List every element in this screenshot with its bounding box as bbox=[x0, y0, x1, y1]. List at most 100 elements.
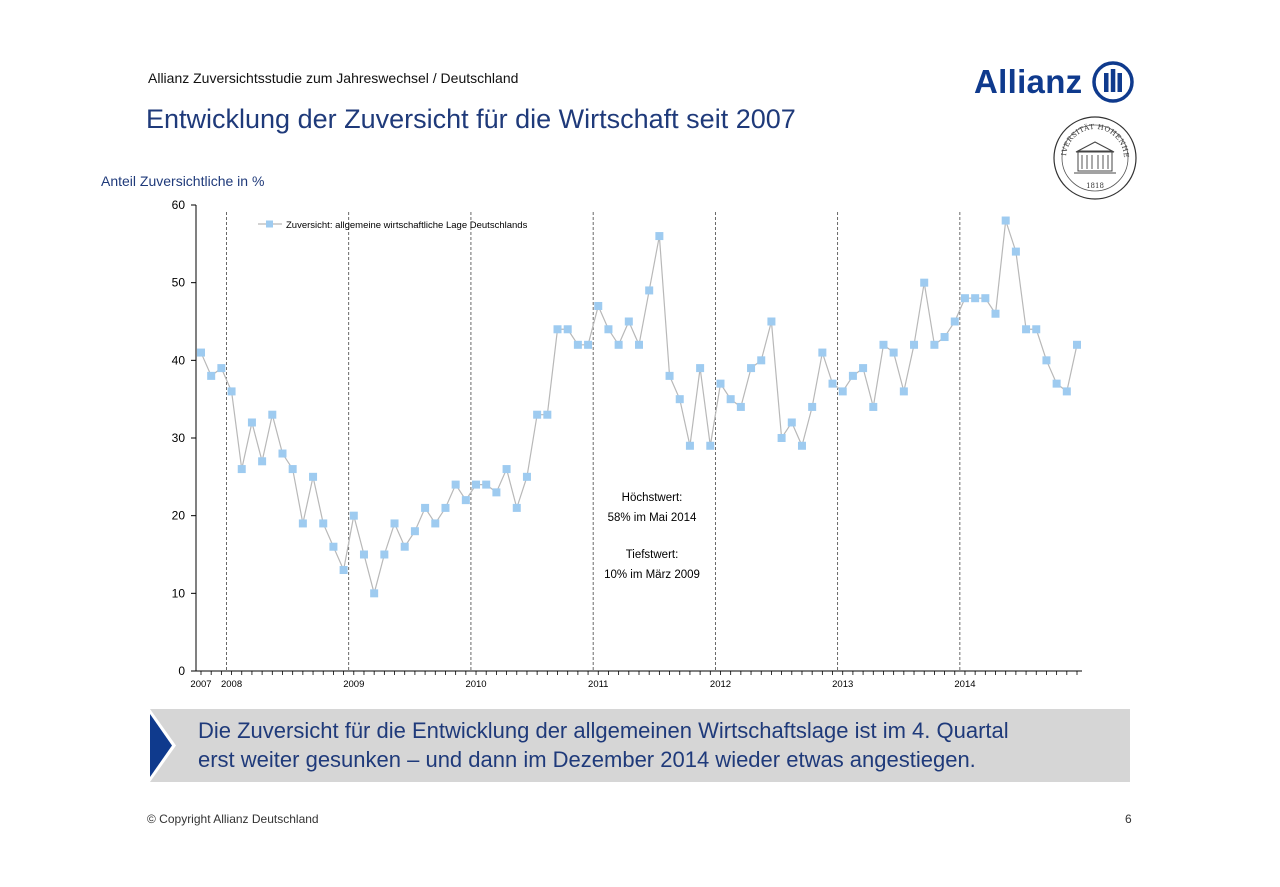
data-point bbox=[247, 418, 256, 427]
data-point bbox=[1052, 379, 1061, 388]
data-point bbox=[319, 519, 328, 528]
data-point bbox=[971, 294, 980, 303]
data-point bbox=[757, 356, 766, 365]
data-point bbox=[472, 480, 481, 489]
data-point bbox=[696, 364, 705, 373]
slide-title: Entwicklung der Zuversicht für die Wirts… bbox=[146, 104, 796, 134]
data-point bbox=[1011, 247, 1020, 256]
data-point bbox=[655, 232, 664, 241]
data-point bbox=[685, 441, 694, 450]
data-point bbox=[573, 340, 582, 349]
data-point bbox=[716, 379, 725, 388]
data-point bbox=[950, 317, 959, 326]
data-point bbox=[838, 387, 847, 396]
presentation-subtitle: Allianz Zuversichtsstudie zum Jahreswech… bbox=[148, 70, 519, 86]
data-point bbox=[920, 278, 929, 287]
data-point bbox=[584, 340, 593, 349]
data-point bbox=[533, 410, 542, 419]
data-point bbox=[309, 472, 318, 481]
y-tick-label: 50 bbox=[172, 276, 186, 290]
data-point bbox=[645, 286, 654, 295]
data-point bbox=[910, 340, 919, 349]
data-point bbox=[991, 309, 1000, 318]
data-point bbox=[635, 340, 643, 349]
data-point bbox=[227, 387, 236, 396]
data-point bbox=[197, 348, 205, 357]
data-point bbox=[818, 348, 827, 357]
copyright-text: © Copyright Allianz Deutschland bbox=[147, 812, 319, 826]
data-point bbox=[1001, 216, 1010, 225]
data-point bbox=[1073, 340, 1081, 349]
allianz-logo: Allianz bbox=[974, 60, 1139, 104]
data-point bbox=[370, 589, 379, 598]
data-point bbox=[981, 294, 990, 303]
data-point bbox=[482, 480, 491, 489]
y-tick-label: 60 bbox=[172, 198, 186, 212]
data-point bbox=[1042, 356, 1051, 365]
x-tick-label: 2012 bbox=[710, 679, 731, 690]
x-tick-label: 2010 bbox=[465, 679, 486, 690]
data-point bbox=[736, 402, 745, 411]
series-line bbox=[200, 220, 1078, 596]
x-tick-label: 2009 bbox=[343, 679, 364, 690]
data-point bbox=[237, 465, 246, 474]
data-point bbox=[431, 519, 440, 528]
annotation-min: Tiefstwert: 10% im März 2009 bbox=[604, 549, 700, 581]
data-point bbox=[421, 503, 430, 512]
seal-year: 1818 bbox=[1086, 182, 1104, 190]
summary-line-1: Die Zuversicht für die Entwicklung der a… bbox=[198, 718, 1009, 743]
annotation-max-value: 58% im Mai 2014 bbox=[608, 512, 697, 524]
summary-banner bbox=[150, 709, 1130, 782]
data-point bbox=[502, 465, 511, 474]
data-point bbox=[553, 325, 562, 334]
data-point bbox=[207, 371, 216, 380]
y-tick-label: 10 bbox=[172, 586, 186, 600]
x-tick-label: 2014 bbox=[954, 679, 975, 690]
data-point bbox=[492, 488, 501, 497]
data-point bbox=[339, 566, 348, 575]
data-point bbox=[400, 542, 409, 551]
data-point bbox=[217, 364, 226, 373]
data-point bbox=[614, 340, 623, 349]
x-tick-label: 2007 bbox=[190, 679, 211, 690]
summary-text: Die Zuversicht für die Entwicklung der a… bbox=[198, 716, 1118, 774]
data-point bbox=[594, 301, 603, 310]
data-point bbox=[298, 519, 307, 528]
data-point bbox=[675, 395, 684, 404]
data-point bbox=[706, 441, 715, 450]
data-point bbox=[960, 294, 969, 303]
annotation-max-title: Höchstwert: bbox=[622, 492, 683, 504]
y-tick-label: 40 bbox=[172, 353, 186, 367]
data-point bbox=[522, 472, 531, 481]
data-point bbox=[1062, 387, 1071, 396]
allianz-eagle-icon bbox=[1092, 61, 1135, 103]
data-point bbox=[665, 371, 674, 380]
university-seal-icon: UNIVERSITÄT HOHENHEIM 1818 bbox=[1052, 115, 1137, 200]
summary-line-2: erst weiter gesunken – und dann im Dezem… bbox=[198, 747, 976, 772]
banner-arrow-icon bbox=[150, 709, 176, 782]
data-point bbox=[441, 503, 450, 512]
data-point bbox=[767, 317, 776, 326]
data-point bbox=[889, 348, 898, 357]
data-point bbox=[390, 519, 399, 528]
data-point bbox=[848, 371, 857, 380]
data-point bbox=[410, 527, 419, 536]
data-point bbox=[512, 503, 521, 512]
data-point bbox=[859, 364, 868, 373]
data-point bbox=[869, 402, 878, 411]
data-point bbox=[604, 325, 613, 334]
data-point bbox=[828, 379, 837, 388]
data-point bbox=[288, 465, 297, 474]
data-point bbox=[258, 457, 267, 466]
data-point bbox=[359, 550, 368, 559]
data-point bbox=[930, 340, 939, 349]
annotation-min-value: 10% im März 2009 bbox=[604, 569, 700, 581]
data-point bbox=[278, 449, 287, 458]
data-point bbox=[349, 511, 358, 520]
legend-marker bbox=[266, 220, 273, 228]
x-tick-label: 2008 bbox=[221, 679, 242, 690]
data-point bbox=[777, 434, 786, 442]
logo-wordmark: Allianz bbox=[974, 63, 1083, 100]
confidence-line-chart: 0 10 20 30 40 50 60 2007 2008 2009 2010 2011 2012 20… bbox=[172, 198, 1082, 690]
y-tick-label: 20 bbox=[172, 509, 186, 523]
